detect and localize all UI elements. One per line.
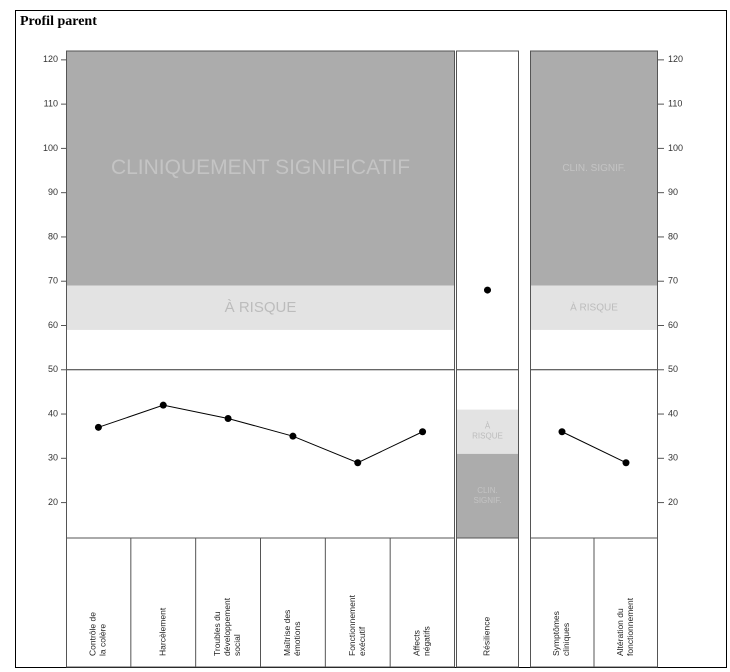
zone-label: À RISQUE	[225, 299, 297, 316]
category-label: Symptômescliniques	[551, 611, 571, 656]
data-point	[354, 459, 362, 467]
category-label: Troubles dudéveloppementsocial	[212, 597, 242, 656]
y2-tick-label: 20	[668, 497, 678, 507]
chart-title: Profil parent	[20, 14, 97, 29]
category-label: Contrôle dela colère	[88, 612, 108, 656]
category-label: Affectsnégatifs	[412, 626, 432, 656]
y-tick-label: 60	[48, 320, 58, 330]
category-label: Résilience	[482, 617, 492, 656]
y2-tick-label: 90	[668, 187, 678, 197]
series-line	[561, 431, 627, 464]
zone	[456, 409, 519, 454]
y-tick-label: 100	[43, 143, 58, 153]
panel-border	[456, 50, 519, 668]
y-tick-label: 20	[48, 497, 58, 507]
data-point	[94, 423, 102, 431]
y-tick-label: 70	[48, 276, 58, 286]
y-tick-label: 110	[44, 99, 58, 109]
zone-label: À RISQUE	[570, 300, 618, 313]
category-label: Maîtrise desémotions	[282, 610, 302, 656]
zone	[456, 453, 519, 538]
zone	[530, 285, 658, 330]
zone-label: CLINIQUEMENT SIGNIFICATIF	[111, 156, 410, 179]
zone-label: À RISQUE	[472, 422, 503, 441]
category-label: Fonctionnementexécutif	[347, 594, 367, 656]
series-line	[98, 404, 423, 464]
y-tick-label: 40	[48, 408, 58, 418]
data-point	[419, 428, 427, 436]
zone	[530, 51, 658, 286]
data-point	[622, 459, 630, 467]
zone	[66, 51, 455, 286]
y2-tick-label: 100	[668, 143, 683, 153]
y-tick-label: 30	[48, 453, 58, 463]
data-point	[289, 432, 297, 440]
y2-tick-label: 60	[668, 320, 678, 330]
y2-tick-label: 50	[668, 364, 678, 374]
y-tick-label: 120	[43, 54, 58, 64]
category-label: Harcèlement	[158, 607, 168, 656]
y2-tick-label: 80	[668, 231, 678, 241]
data-point	[558, 428, 566, 436]
zone	[66, 285, 455, 330]
data-point	[159, 401, 167, 409]
data-point	[224, 414, 232, 422]
data-point	[484, 286, 491, 294]
y-tick-label: 50	[48, 364, 58, 374]
y2-tick-label: 110	[668, 99, 682, 109]
category-label: Altération dufonctionnement	[615, 597, 635, 656]
zone-label: CLIN. SIGNIF.	[473, 486, 501, 505]
y-tick-label: 90	[48, 187, 58, 197]
y2-tick-label: 30	[668, 453, 678, 463]
y2-tick-label: 70	[668, 276, 678, 286]
y2-tick-label: 40	[668, 408, 678, 418]
zone-label: CLIN. SIGNIF.	[562, 163, 625, 174]
y2-tick-label: 120	[668, 54, 683, 64]
y-tick-label: 80	[48, 231, 58, 241]
